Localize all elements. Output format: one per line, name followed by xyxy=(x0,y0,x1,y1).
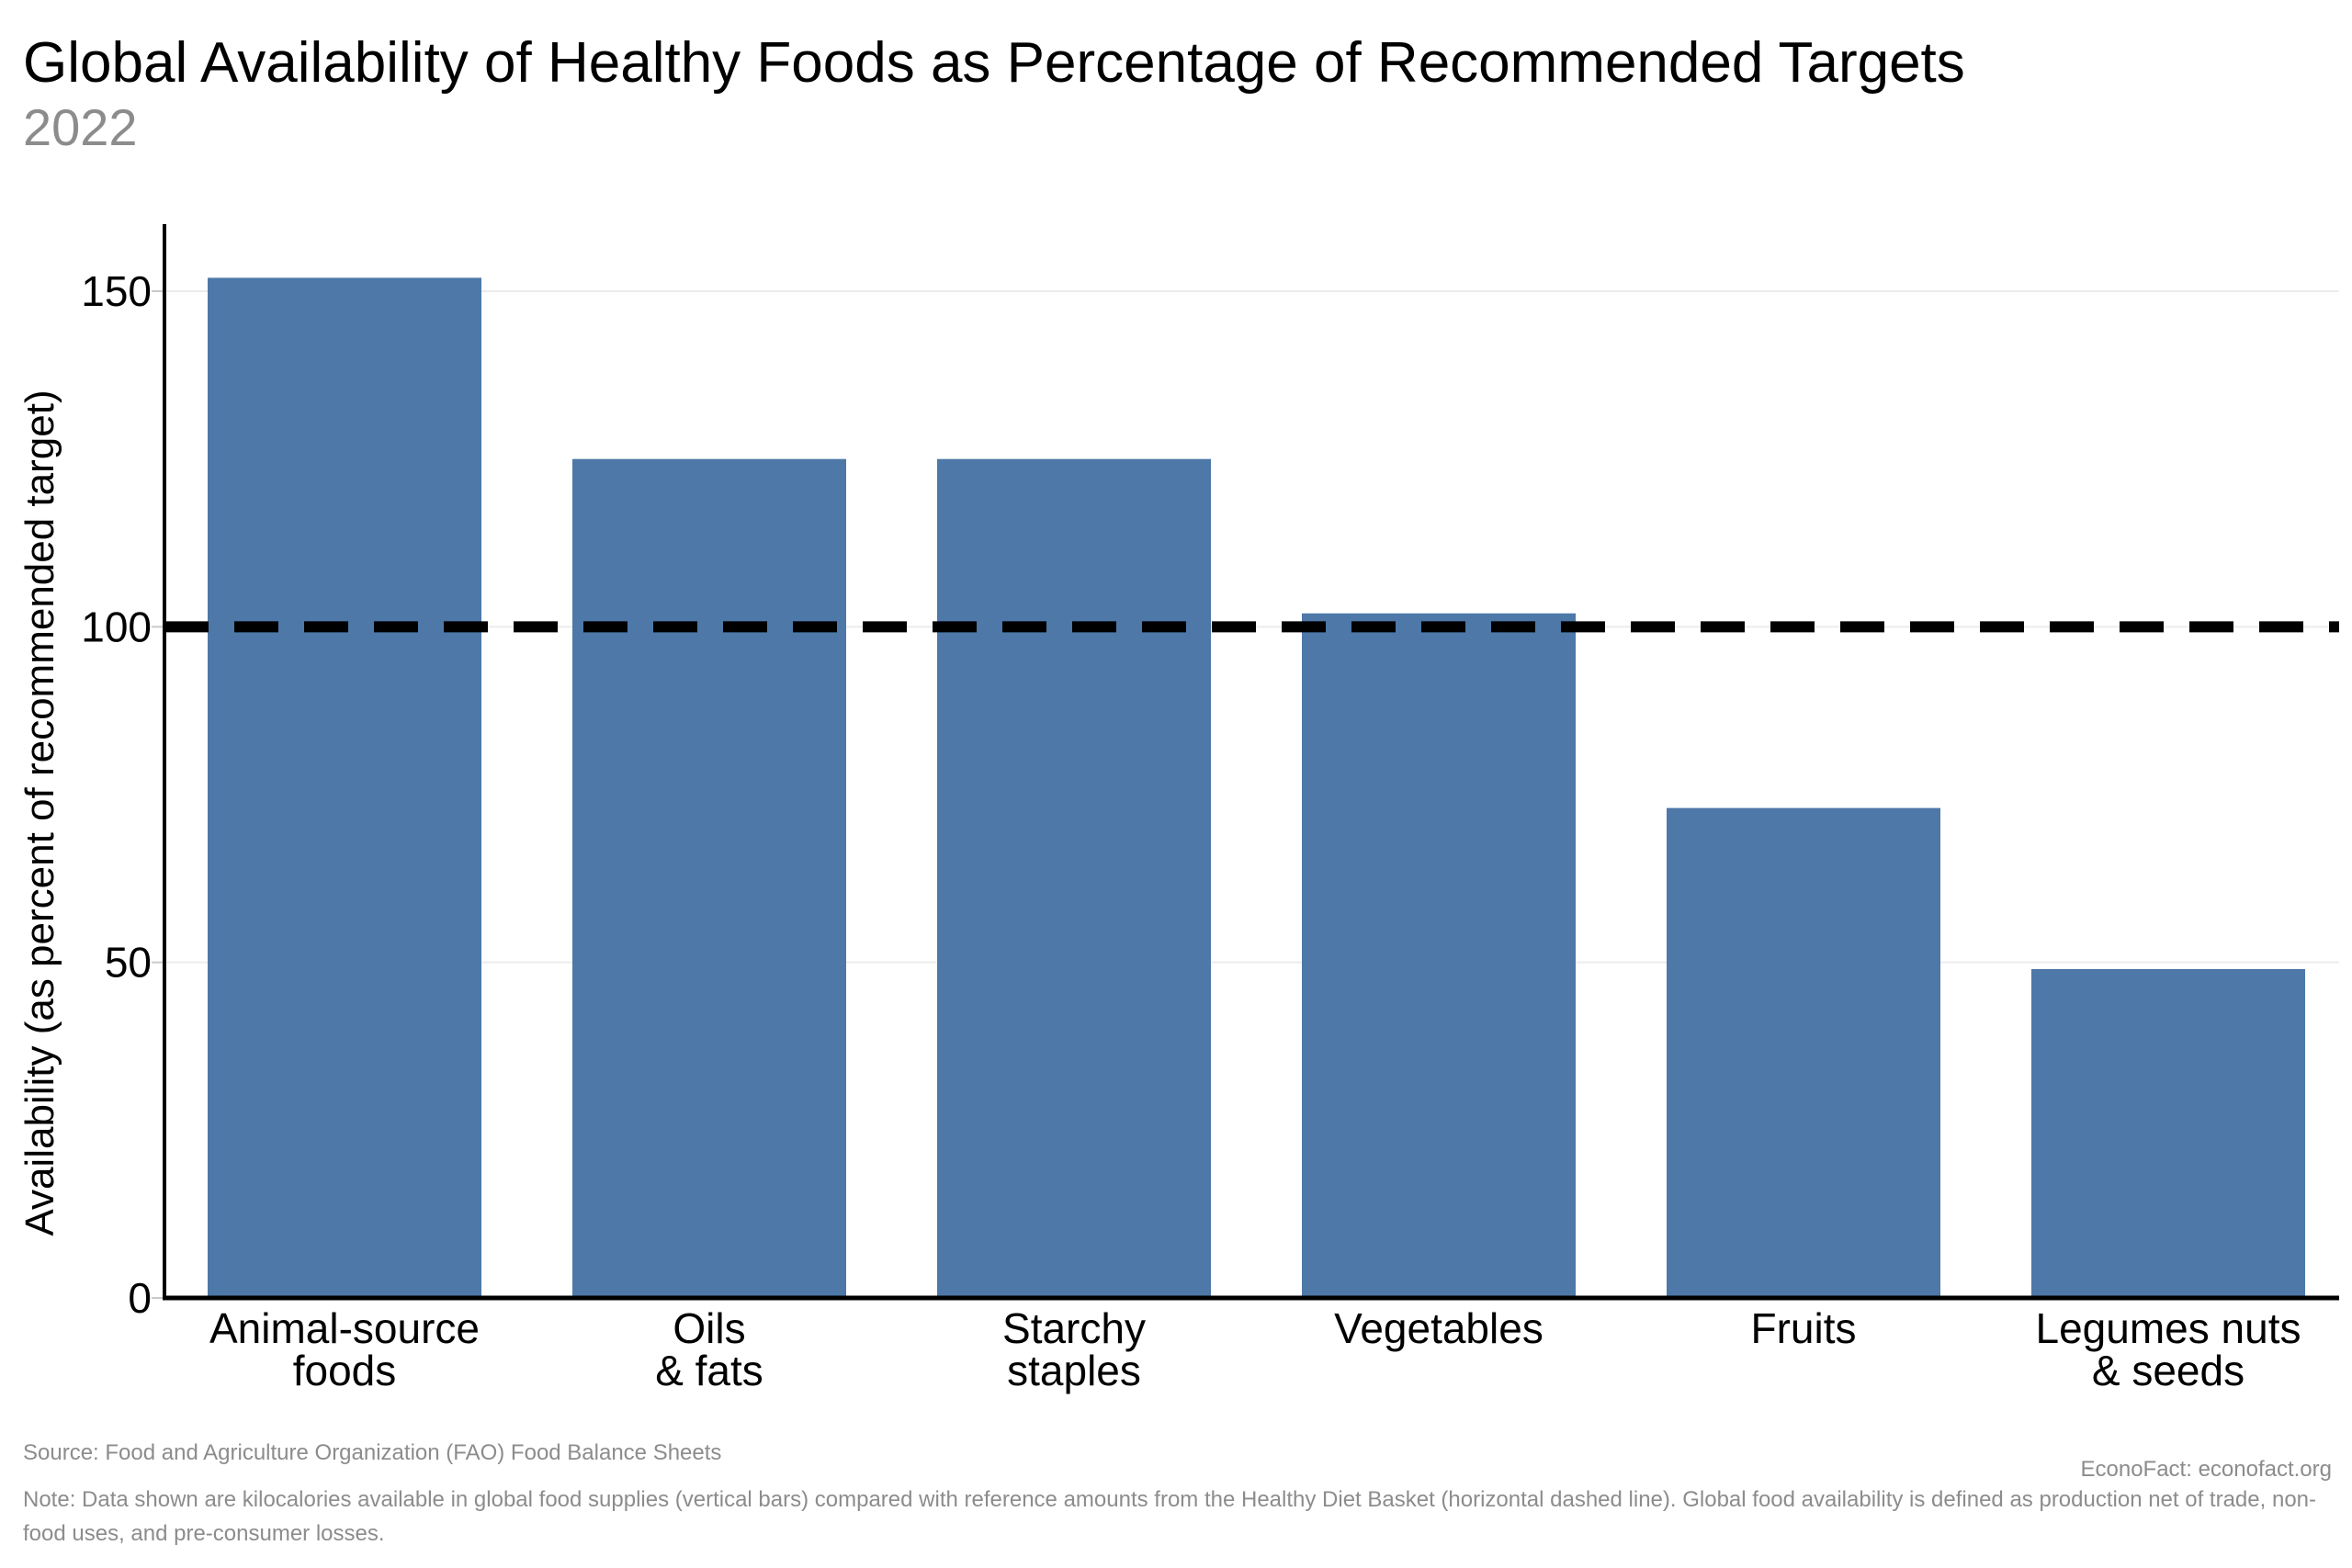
y-tick-label-150: 150 xyxy=(81,267,152,315)
x-category-label: Animal-source foods xyxy=(209,1304,480,1394)
source-note: Source: Food and Agriculture Organizatio… xyxy=(23,1440,722,1465)
x-category-label: Vegetables xyxy=(1334,1304,1544,1352)
y-tick-label-0: 0 xyxy=(128,1274,152,1322)
bar-starchy xyxy=(937,458,1211,1298)
econofact-credit: EconoFact: econofact.org xyxy=(2080,1457,2333,1482)
chart-title: Global Availability of Healthy Foods as … xyxy=(23,31,1965,95)
x-category-label: Oils & fats xyxy=(655,1304,763,1394)
bar-vegetables xyxy=(1302,613,1576,1298)
bar-fruits xyxy=(1667,807,1940,1298)
y-axis-title: Availability (as percent of recommended … xyxy=(17,389,62,1235)
x-category-label: Starchy staples xyxy=(1002,1304,1146,1394)
x-category-label: Fruits xyxy=(1751,1304,1857,1352)
bar-animal-source xyxy=(208,277,481,1298)
methodology-note: Note: Data shown are kilocalories availa… xyxy=(23,1487,2316,1546)
y-tick-label-100: 100 xyxy=(81,603,152,650)
bar-oils xyxy=(572,458,846,1298)
chart-subtitle: 2022 xyxy=(23,98,138,156)
bar-chart: 0 50 100 150 Animal-source foods Oils & fats Sta… xyxy=(17,223,2339,1394)
x-category-label: Legumes nuts & seeds xyxy=(2036,1304,2301,1394)
bar-legumes-nuts xyxy=(2031,968,2305,1298)
y-tick-label-50: 50 xyxy=(105,939,152,987)
